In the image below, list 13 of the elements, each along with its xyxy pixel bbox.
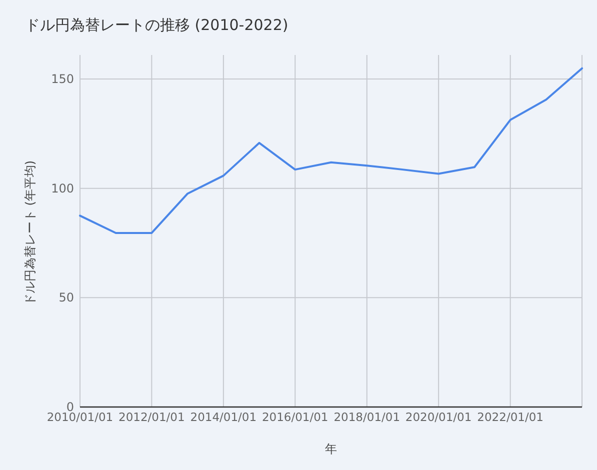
x-tick-label: 2012/01/01 bbox=[118, 410, 185, 424]
y-tick-label: 150 bbox=[51, 72, 74, 86]
y-tick-label: 100 bbox=[51, 181, 74, 196]
x-tick-label: 2014/01/01 bbox=[190, 410, 257, 424]
x-axis-title: 年 bbox=[325, 442, 337, 456]
y-tick-label: 50 bbox=[58, 290, 74, 305]
y-axis-title: ドル円為替レート (年平均) bbox=[23, 160, 37, 306]
line-series bbox=[79, 67, 583, 234]
chart-title: ドル円為替レートの推移 (2010-2022) bbox=[25, 16, 288, 34]
x-tick-label: 2016/01/01 bbox=[262, 410, 328, 424]
x-tick-label: 2018/01/01 bbox=[334, 410, 400, 424]
x-tick-label: 2022/01/01 bbox=[477, 410, 544, 424]
x-tick-label: 2020/01/01 bbox=[405, 410, 472, 424]
